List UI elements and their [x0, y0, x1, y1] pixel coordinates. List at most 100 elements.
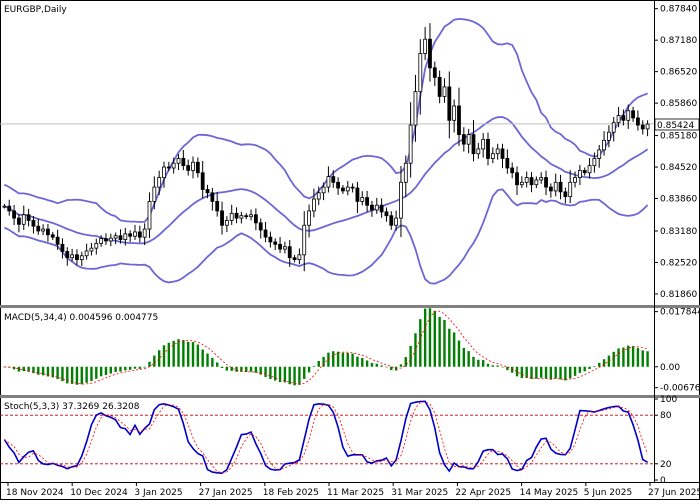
- candle: [374, 197, 379, 214]
- candle: [244, 213, 249, 220]
- candle: [263, 222, 268, 243]
- panel-separator[interactable]: [0, 395, 700, 398]
- candle: [142, 223, 147, 246]
- macd-histogram-bar: [341, 352, 345, 367]
- candle: [278, 237, 282, 253]
- candle: [432, 61, 437, 86]
- date-axis-label: 27 Jun 2025: [648, 488, 700, 498]
- candle: [137, 225, 142, 243]
- macd-histogram-bar: [564, 366, 567, 381]
- macd-histogram-bar: [124, 366, 127, 371]
- macd-histogram-bar: [56, 366, 59, 380]
- candle: [297, 248, 302, 265]
- macd-histogram-bar: [254, 366, 258, 373]
- candle: [606, 125, 611, 148]
- macd-histogram-bar: [162, 345, 166, 367]
- macd-histogram-bar: [138, 366, 142, 369]
- date-axis-label: 5 Jun 2025: [584, 488, 632, 498]
- macd-histogram-bar: [128, 366, 132, 370]
- candle: [157, 170, 162, 196]
- macd-histogram-bar: [573, 366, 577, 376]
- candle: [94, 238, 99, 255]
- candle: [457, 87, 461, 147]
- macd-histogram-bar: [612, 351, 615, 367]
- symbol-label: EURGBP,Daily: [4, 5, 67, 15]
- candle: [597, 144, 602, 168]
- macd-histogram-bar: [593, 366, 596, 367]
- candle: [60, 238, 65, 259]
- macd-histogram-bar: [491, 365, 495, 367]
- candle: [75, 249, 79, 266]
- macd-histogram-bar: [535, 366, 538, 379]
- candle: [273, 238, 278, 251]
- macd-histogram-bar: [220, 366, 224, 368]
- macd-histogram-bar: [172, 340, 175, 367]
- macd-histogram-bar: [467, 351, 470, 367]
- candle: [539, 172, 544, 184]
- candle: [490, 147, 495, 164]
- candle: [379, 198, 384, 218]
- candle: [123, 227, 128, 246]
- candle: [447, 71, 452, 139]
- panel-separator[interactable]: [0, 305, 700, 308]
- candle: [428, 23, 432, 82]
- candle: [529, 172, 534, 193]
- candle: [302, 211, 307, 272]
- macd-histogram-bar: [554, 366, 557, 379]
- price-axis-label: 0.84520: [660, 163, 697, 173]
- price-axis-label: 0.87180: [660, 36, 697, 46]
- candle: [108, 233, 113, 247]
- macd-histogram-bar: [525, 366, 528, 378]
- macd-histogram-bar: [370, 362, 374, 367]
- macd-histogram-bar: [448, 328, 451, 367]
- macd-histogram-bar: [99, 366, 103, 377]
- macd-histogram-bar: [544, 366, 548, 379]
- stochastic-panel[interactable]: [0, 400, 654, 475]
- candle: [287, 239, 292, 267]
- macd-histogram-bar: [109, 366, 113, 374]
- candle: [2, 203, 7, 209]
- price-axis-label: 0.85180: [660, 132, 697, 142]
- macd-histogram-bar: [520, 366, 524, 378]
- macd-histogram-bar: [602, 359, 606, 367]
- macd-histogram-bar: [245, 366, 248, 373]
- macd-histogram-bar: [336, 351, 340, 367]
- candle: [471, 120, 476, 162]
- candle: [442, 78, 447, 103]
- macd-histogram-bar: [607, 355, 611, 367]
- macd-histogram-bar: [303, 366, 306, 379]
- current-price-label: 0.85424: [657, 121, 694, 131]
- macd-histogram-bar: [148, 361, 151, 367]
- macd-histogram-bar: [322, 356, 325, 367]
- candle: [423, 27, 428, 60]
- candle: [292, 254, 297, 263]
- candle: [505, 149, 510, 174]
- candle: [403, 155, 408, 197]
- candle: [321, 182, 326, 201]
- price-axis-label: 0.83860: [660, 195, 697, 205]
- macd-histogram-bar: [588, 366, 591, 369]
- macd-panel[interactable]: [3, 308, 649, 386]
- candle: [568, 170, 573, 204]
- macd-histogram-bar: [177, 339, 180, 367]
- macd-histogram-bar: [215, 362, 219, 367]
- macd-histogram-bar: [27, 366, 30, 372]
- date-axis-label: 18 Feb 2025: [263, 488, 319, 498]
- price-panel[interactable]: [0, 17, 654, 285]
- candle: [587, 158, 592, 179]
- macd-histogram-bar: [351, 353, 354, 367]
- macd-histogram-bar: [530, 366, 533, 380]
- macd-histogram-bar: [182, 340, 185, 367]
- macd-histogram-bar: [627, 345, 630, 367]
- candle: [224, 216, 229, 233]
- macd-histogram-bar: [153, 355, 156, 367]
- stoch-label: Stoch(5,3,3) 37.3269 26.3208: [4, 402, 140, 412]
- candle: [253, 208, 258, 231]
- candle: [26, 208, 31, 227]
- macd-histogram-bar: [539, 366, 543, 378]
- candle: [239, 211, 244, 224]
- candle: [384, 207, 389, 222]
- macd-histogram-bar: [327, 352, 330, 367]
